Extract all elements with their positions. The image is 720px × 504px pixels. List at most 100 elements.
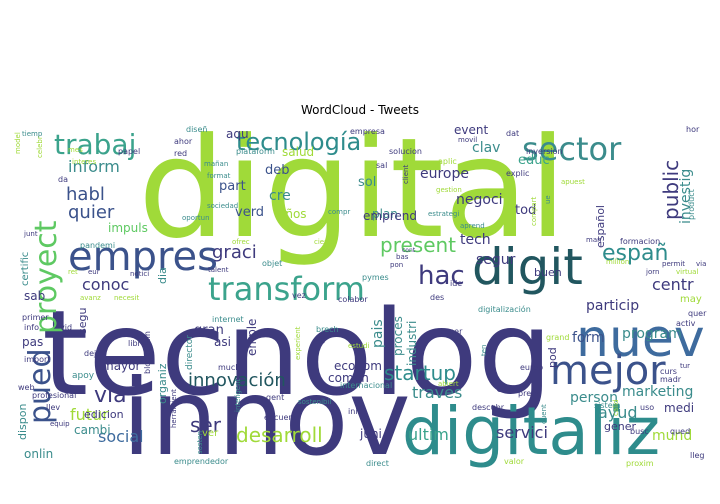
cloud-word: digit bbox=[472, 238, 583, 296]
cloud-word: part bbox=[219, 179, 246, 194]
cloud-word: primer bbox=[22, 313, 49, 322]
cloud-word: sosten bbox=[196, 431, 204, 454]
cloud-word: info bbox=[24, 323, 39, 332]
cloud-word: mañan bbox=[204, 160, 228, 168]
cloud-word: cre bbox=[269, 188, 291, 204]
cloud-word: pas bbox=[22, 335, 43, 349]
cloud-word: ayud bbox=[598, 403, 638, 422]
cloud-word: busc bbox=[630, 427, 649, 436]
cloud-word: apoy bbox=[72, 371, 95, 381]
cloud-word: innovación bbox=[188, 370, 286, 391]
cloud-word: buen bbox=[534, 266, 562, 279]
cloud-word: via bbox=[696, 260, 706, 268]
cloud-word: futur bbox=[70, 405, 109, 424]
cloud-word: internacional bbox=[340, 381, 392, 390]
cloud-word: man bbox=[586, 236, 602, 244]
cloud-word: grand bbox=[546, 333, 569, 342]
cloud-word: sab bbox=[24, 289, 45, 303]
cloud-word: pais bbox=[370, 319, 386, 348]
cloud-word: emprendedor bbox=[174, 457, 229, 466]
cloud-word: habl bbox=[66, 184, 105, 205]
chart-title: WordCloud - Tweets bbox=[301, 103, 419, 117]
cloud-word: español bbox=[594, 205, 607, 248]
cloud-word: red bbox=[174, 149, 187, 158]
cloud-word: objet bbox=[262, 259, 282, 268]
cloud-word: internet bbox=[212, 315, 244, 324]
cloud-word: investig bbox=[678, 169, 694, 224]
cloud-word: cambi bbox=[74, 423, 111, 437]
cloud-word: libr bbox=[128, 339, 142, 348]
cloud-word: inici bbox=[348, 407, 364, 416]
cloud-word: sistem bbox=[594, 401, 621, 410]
cloud-word: conoc bbox=[82, 275, 129, 294]
cloud-word: dia bbox=[156, 267, 169, 284]
cloud-word: salud bbox=[282, 145, 314, 159]
cloud-word: papel bbox=[118, 147, 140, 156]
cloud-word: lleg bbox=[690, 451, 704, 460]
cloud-word: proxim bbox=[626, 459, 654, 468]
cloud-word: emple bbox=[245, 319, 259, 356]
cloud-word: ahor bbox=[174, 137, 193, 146]
cloud-word: tiemp bbox=[22, 130, 43, 138]
cloud-word: ultim bbox=[408, 425, 449, 444]
cloud-word: pon bbox=[390, 261, 403, 269]
cloud-word: avanz bbox=[80, 294, 101, 302]
cloud-word: segu bbox=[76, 308, 89, 334]
cloud-word: sociedad bbox=[207, 202, 238, 210]
cloud-word: direct bbox=[366, 459, 389, 468]
cloud-word: empres bbox=[68, 234, 218, 280]
cloud-word: explic bbox=[506, 169, 529, 178]
cloud-word: oportun bbox=[182, 214, 210, 222]
cloud-word: des bbox=[430, 293, 444, 302]
cloud-word: ide bbox=[450, 279, 462, 288]
cloud-word: emprend bbox=[363, 209, 417, 223]
cloud-word: pandemi bbox=[80, 241, 115, 250]
cloud-word: medi bbox=[664, 401, 694, 415]
cloud-word: digitalización bbox=[478, 304, 531, 314]
cloud-word: diseñ bbox=[186, 125, 207, 134]
cloud-word: experient bbox=[294, 326, 302, 360]
cloud-word: ver bbox=[202, 428, 219, 439]
cloud-word: graci bbox=[212, 242, 257, 263]
cloud-word: digitaliz bbox=[402, 393, 660, 468]
cloud-word: equip bbox=[50, 420, 70, 428]
cloud-word: europ bbox=[520, 363, 543, 372]
cloud-word: via bbox=[94, 383, 127, 408]
cloud-word: noticí bbox=[130, 270, 150, 278]
cloud-word: transform bbox=[208, 270, 365, 308]
cloud-word: proces bbox=[391, 316, 405, 356]
cloud-word: descubr bbox=[472, 403, 505, 412]
cloud-word: traves bbox=[412, 383, 462, 402]
cloud-word: comun bbox=[328, 371, 369, 385]
cloud-word: industri bbox=[405, 321, 419, 366]
cloud-word: ue bbox=[544, 195, 552, 204]
cloud-word: mejor bbox=[550, 348, 666, 394]
cloud-word: uso bbox=[640, 403, 654, 412]
cloud-word: ofrec bbox=[232, 238, 250, 246]
cloud-word: proyect bbox=[29, 220, 64, 334]
cloud-word: aqu bbox=[226, 127, 249, 141]
cloud-word: necesit bbox=[114, 294, 139, 302]
cloud-word: tod bbox=[515, 203, 536, 218]
cloud-word: clav bbox=[472, 140, 500, 156]
cloud-word: años bbox=[278, 207, 307, 221]
cloud-word: negoci bbox=[456, 192, 503, 208]
cloud-word: bas bbox=[396, 253, 409, 261]
cloud-word: tur bbox=[680, 362, 690, 370]
cloud-word: may bbox=[680, 294, 702, 305]
cloud-word: pod bbox=[546, 347, 559, 368]
cloud-word: trabaj bbox=[54, 128, 136, 161]
cloud-word: virtual bbox=[676, 268, 698, 276]
cloud-word: nuev bbox=[576, 309, 705, 369]
cloud-word: movil bbox=[458, 136, 477, 144]
cloud-word: public bbox=[659, 160, 683, 220]
cloud-word: web bbox=[18, 383, 35, 392]
cloud-word: ret bbox=[68, 268, 78, 276]
cloud-word: social bbox=[98, 427, 144, 446]
cloud-word: inversion bbox=[526, 147, 563, 156]
cloud-word: centr bbox=[652, 275, 694, 294]
cloud-word: dispon bbox=[16, 404, 29, 440]
cloud-word: madr bbox=[660, 375, 682, 384]
cloud-word: asi bbox=[214, 335, 231, 349]
cloud-word: ten bbox=[480, 345, 488, 357]
